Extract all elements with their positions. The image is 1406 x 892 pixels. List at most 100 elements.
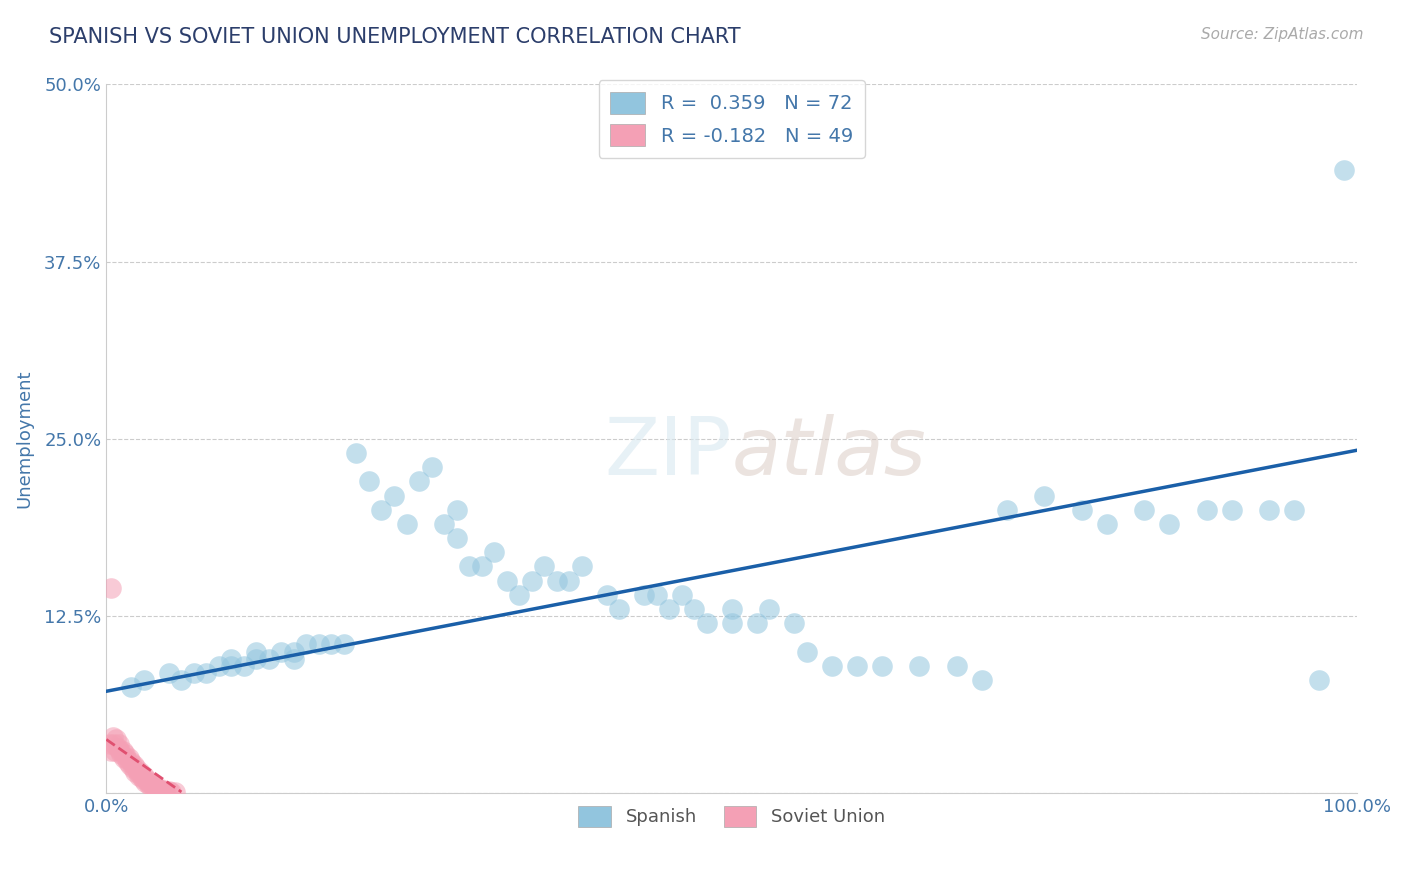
Point (139, 775, 162, 789)
Point (98, 737, 121, 751)
Point (796, 644, 818, 658)
Point (520, 574, 543, 588)
Point (142, 778, 165, 792)
Point (195, 665, 218, 680)
Point (995, 503, 1018, 517)
Point (120, 680, 142, 694)
Point (283, 644, 305, 658)
Point (382, 489, 405, 503)
Point (821, 658, 844, 673)
Point (145, 780, 167, 795)
Point (546, 574, 568, 588)
Point (155, 783, 177, 797)
Point (103, 737, 125, 751)
Point (125, 761, 148, 775)
Point (111, 744, 134, 758)
Point (100, 744, 122, 758)
Point (129, 765, 152, 780)
Point (946, 658, 969, 673)
Point (595, 588, 617, 602)
Point (132, 673, 155, 687)
Point (970, 673, 993, 687)
Point (153, 785, 176, 799)
Point (110, 747, 132, 761)
Point (295, 638, 318, 652)
Point (128, 769, 150, 783)
Point (558, 574, 581, 588)
Point (845, 658, 868, 673)
Point (395, 516, 418, 531)
Point (482, 545, 505, 559)
Point (470, 559, 492, 574)
Text: Source: ZipAtlas.com: Source: ZipAtlas.com (1201, 27, 1364, 42)
Point (245, 644, 267, 658)
Point (357, 475, 380, 489)
Point (148, 782, 170, 797)
Point (108, 737, 131, 751)
Point (112, 751, 135, 765)
Point (783, 616, 806, 631)
Point (142, 780, 165, 795)
Point (157, 783, 180, 797)
Point (1133, 503, 1156, 517)
Point (370, 503, 392, 517)
Point (633, 588, 655, 602)
Point (458, 559, 481, 574)
Point (170, 673, 193, 687)
Point (720, 602, 742, 616)
Point (121, 761, 143, 775)
Point (114, 747, 136, 761)
Point (257, 651, 280, 665)
Point (446, 531, 468, 545)
Point (143, 779, 166, 793)
Point (1159, 516, 1181, 531)
Point (208, 658, 231, 673)
Text: ZIP: ZIP (605, 414, 731, 492)
Point (105, 732, 128, 747)
Y-axis label: Unemployment: Unemployment (15, 369, 32, 508)
Point (150, 782, 173, 797)
Point (120, 758, 142, 772)
Point (321, 638, 343, 652)
Point (100, 581, 122, 595)
Point (1220, 503, 1243, 517)
Point (1195, 503, 1218, 517)
Point (346, 446, 368, 460)
Point (508, 588, 530, 602)
Point (122, 758, 145, 772)
Point (131, 772, 153, 787)
Point (101, 730, 124, 744)
Point (146, 782, 169, 797)
Point (221, 658, 243, 673)
Point (1095, 516, 1118, 531)
Point (745, 616, 768, 631)
Point (138, 778, 160, 792)
Point (120, 755, 142, 769)
Point (283, 651, 305, 665)
Point (152, 783, 174, 797)
Point (645, 588, 668, 602)
Point (408, 475, 430, 489)
Point (165, 785, 187, 799)
Point (1258, 503, 1281, 517)
Point (183, 665, 205, 680)
Point (308, 638, 330, 652)
Point (153, 783, 176, 797)
Point (495, 574, 517, 588)
Point (270, 644, 292, 658)
Text: atlas: atlas (731, 414, 927, 492)
Point (118, 751, 141, 765)
Point (1070, 503, 1092, 517)
Text: SPANISH VS SOVIET UNION UNEMPLOYMENT CORRELATION CHART: SPANISH VS SOVIET UNION UNEMPLOYMENT COR… (49, 27, 741, 46)
Point (1333, 162, 1355, 177)
Point (908, 658, 931, 673)
Point (107, 741, 129, 756)
Point (720, 616, 742, 631)
Point (221, 651, 243, 665)
Point (696, 616, 718, 631)
Point (433, 516, 456, 531)
Point (758, 602, 780, 616)
Point (571, 559, 593, 574)
Point (683, 602, 706, 616)
Point (607, 602, 630, 616)
